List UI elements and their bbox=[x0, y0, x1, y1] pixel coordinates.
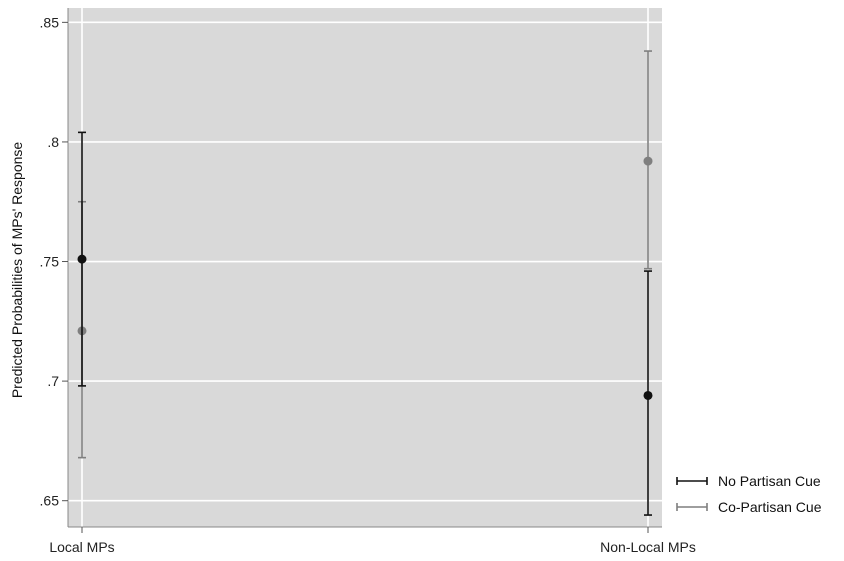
point-estimate bbox=[644, 391, 653, 400]
legend-item: Co-Partisan Cue bbox=[677, 499, 822, 515]
y-axis-title: Predicted Probabilities of MPs' Response bbox=[9, 142, 25, 399]
point-estimate bbox=[644, 157, 653, 166]
point-estimate bbox=[78, 255, 87, 264]
x-axis-ticks: Local MPs Non-Local MPs bbox=[49, 527, 696, 555]
y-tick-label: .85 bbox=[40, 14, 60, 30]
legend-label: Co-Partisan Cue bbox=[718, 499, 822, 515]
x-tick-label: Local MPs bbox=[49, 539, 114, 555]
legend: No Partisan Cue Co-Partisan Cue bbox=[677, 473, 822, 515]
x-tick-label: Non-Local MPs bbox=[600, 539, 696, 555]
y-axis-ticks: .85 .8 .75 .7 .65 bbox=[40, 14, 68, 508]
y-tick-label: .65 bbox=[40, 493, 60, 509]
legend-item: No Partisan Cue bbox=[677, 473, 821, 489]
plot-area bbox=[68, 8, 662, 527]
y-tick-label: .75 bbox=[40, 254, 60, 270]
y-tick-label: .8 bbox=[47, 134, 59, 150]
legend-label: No Partisan Cue bbox=[718, 473, 821, 489]
y-tick-label: .7 bbox=[47, 373, 59, 389]
